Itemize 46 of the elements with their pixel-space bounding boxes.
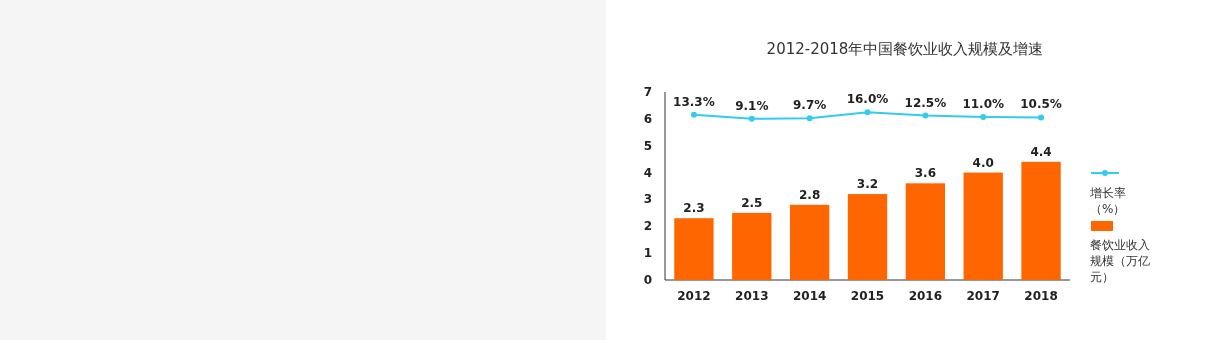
data-label: 4.4 [1030,144,1052,159]
y-tick-label: 5 [643,138,653,153]
data-label: 2.3 [683,201,705,216]
data-label: 10.5% [1020,97,1062,112]
data-label: 16.0% [846,92,889,107]
bar [1021,161,1061,280]
bar [847,194,888,280]
data-label: 9.7% [793,98,827,113]
data-label: 3.2 [856,177,879,192]
bar [674,218,714,280]
x-tick-label: 2012 [677,289,711,303]
point [922,112,929,119]
data-label: 2.5 [741,195,763,210]
x-tick-label: 2016 [908,289,943,303]
point [980,114,987,121]
y-tick-label: 7 [643,85,653,99]
y-tick-label: 4 [643,165,653,180]
data-label: 13.3% [673,94,715,109]
data-label: 12.5% [904,95,947,110]
bar [963,172,1003,280]
data-label: 9.1% [735,98,769,113]
x-tick-label: 2014 [792,289,827,303]
point [748,115,755,122]
bar [732,212,772,280]
data-label: 4.0 [972,155,994,170]
data-label: 11.0% [962,97,1005,112]
y-tick-label: 2 [643,219,653,234]
x-tick-label: 2013 [735,289,769,303]
y-tick-label: 1 [643,246,653,261]
bar [789,204,830,280]
data-label: 2.8 [799,187,821,202]
legend-label: 增长率（%） [1090,185,1127,217]
bar [905,183,946,280]
data-label: 3.6 [914,166,936,181]
point [1038,114,1045,121]
y-tick-label: 0 [643,273,653,287]
point [690,111,697,118]
x-tick-label: 2015 [850,289,885,303]
point [864,109,871,116]
x-tick-label: 2017 [966,289,1000,303]
x-tick-label: 2018 [1024,289,1058,303]
legend-label: 餐饮业收入规模（万亿元） [1090,237,1151,285]
y-tick-label: 6 [643,111,653,126]
chart-title: 2012-2018年中国餐饮业收入规模及增速 [766,40,1044,58]
point [806,115,813,122]
y-tick-label: 3 [643,192,653,207]
